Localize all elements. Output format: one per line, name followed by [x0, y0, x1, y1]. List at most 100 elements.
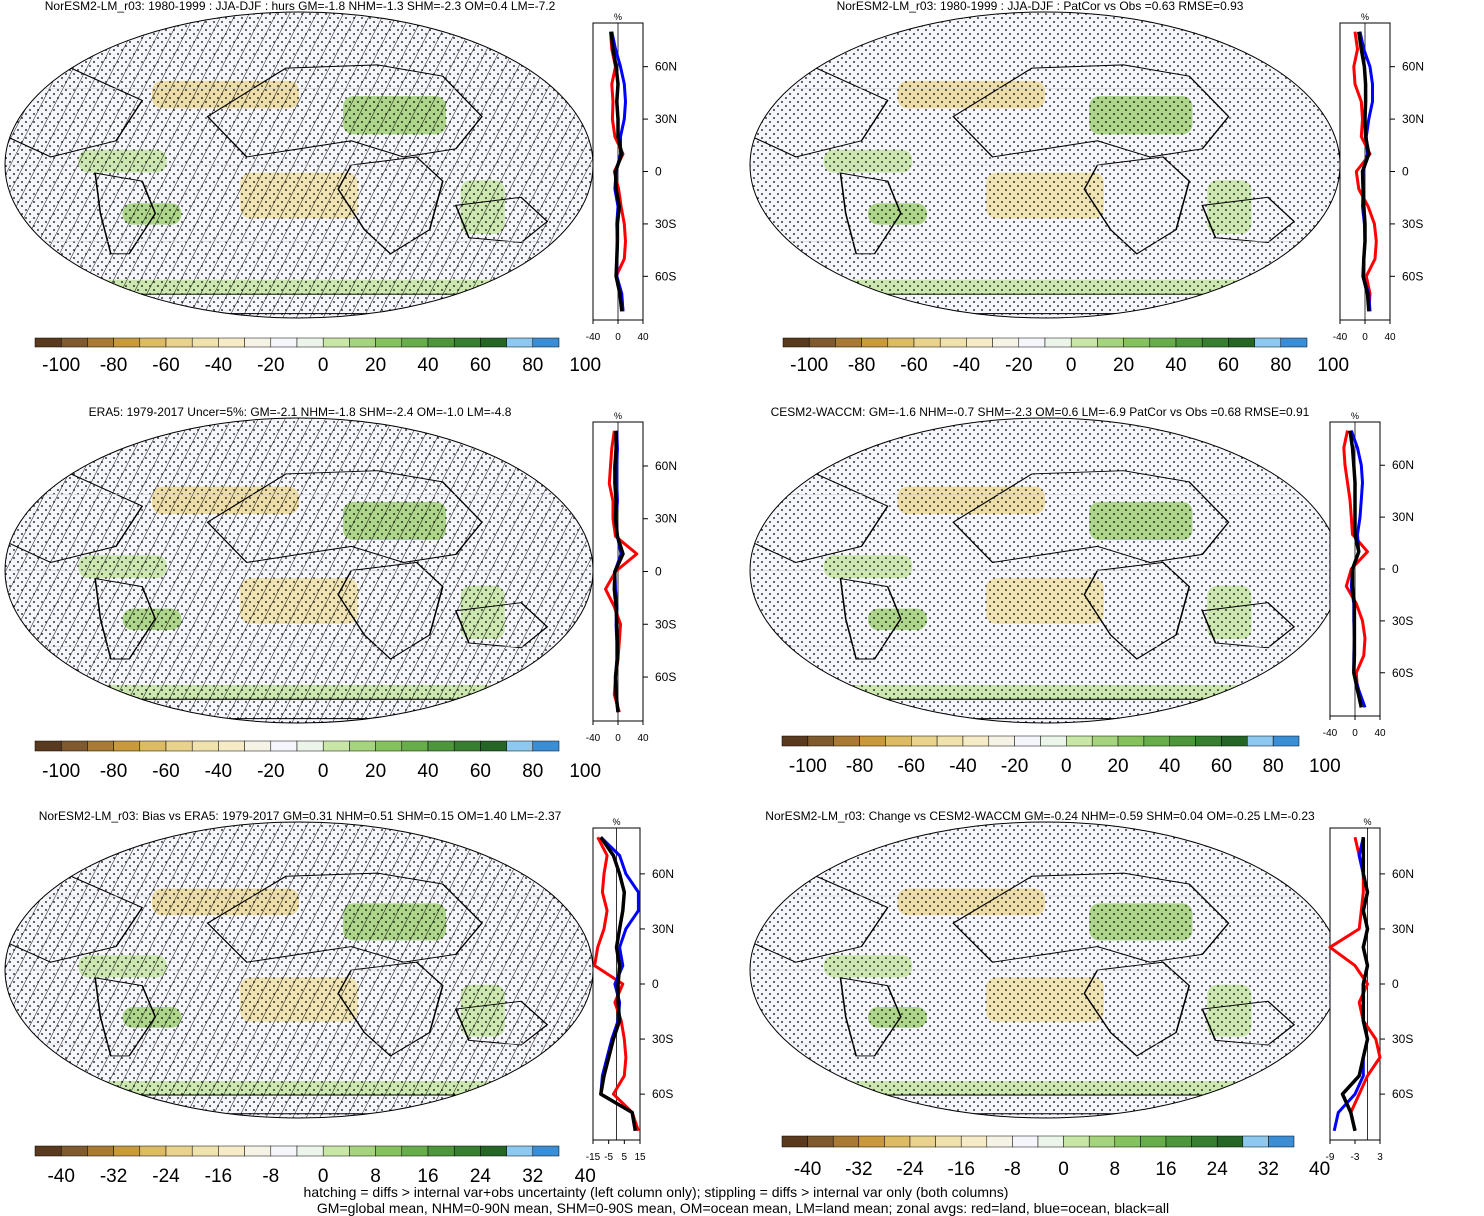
lat-tick-label: 60S: [1392, 666, 1413, 680]
zonal-mean-plot: % 60N 30N 0 30S 60S -9 -3 3: [1326, 817, 1414, 1163]
colorbar-swatch: [1228, 337, 1255, 348]
colorbar-label: -32: [100, 1166, 127, 1187]
lat-tick-label: 60S: [652, 1087, 673, 1101]
zonal-mean-plot: % 60N 30N 0 30S 60S -40 0 40: [586, 411, 677, 744]
zonal-mean-plot: % 60N 30N 0 30S 60S -40 0 40: [586, 12, 677, 343]
colorbar-swatch: [1242, 1135, 1269, 1148]
value-tick-label: 40: [1384, 332, 1396, 343]
lat-tick-label: 60S: [655, 670, 676, 684]
colorbar-swatch: [1191, 1135, 1218, 1148]
colorbar-swatch: [939, 337, 967, 348]
value-tick-label: -40: [586, 733, 601, 744]
colorbar-swatch: [401, 337, 429, 348]
colorbar-swatch: [913, 337, 941, 348]
world-map: [749, 417, 1341, 724]
colorbar-swatch: [1114, 1135, 1141, 1148]
panel-5: NorESM2-LM_r03: Bias vs ERA5: 1979-2017 …: [4, 809, 674, 1187]
colorbar-swatch: [191, 337, 219, 348]
lat-tick-label: 60N: [1392, 458, 1414, 472]
colorbar-swatch: [936, 735, 964, 747]
colorbar-label: 100: [1309, 756, 1341, 777]
colorbar-label: -40: [205, 761, 232, 782]
colorbar-swatch: [375, 337, 403, 348]
panel-4: CESM2-WACCM: GM=-1.6 NHM=-0.7 SHM=-2.3 O…: [749, 405, 1414, 777]
colorbar-swatch: [34, 740, 62, 752]
colorbar-swatch: [1140, 1135, 1167, 1148]
colorbar-swatch: [375, 1145, 403, 1157]
colorbar-label: -60: [900, 355, 927, 376]
colorbar: -100 -80 -60 -40 -20 0 20 40 60 80 100: [34, 337, 601, 376]
colorbar-swatch: [909, 1135, 936, 1148]
colorbar-label: -24: [152, 1166, 180, 1187]
colorbar-label: 80: [522, 355, 543, 376]
colorbar-swatch: [453, 337, 481, 348]
lat-tick-label: 30S: [1392, 1032, 1413, 1046]
colorbar-swatch: [296, 337, 324, 348]
colorbar-label: -80: [848, 355, 875, 376]
colorbar-label: -60: [898, 756, 925, 777]
colorbar-swatch: [1143, 735, 1171, 747]
value-tick-label: -40: [1333, 332, 1348, 343]
colorbar-label: 80: [522, 761, 543, 782]
colorbar-swatch: [453, 740, 481, 752]
colorbar-label: -100: [42, 761, 80, 782]
colorbar-swatch: [60, 1145, 88, 1157]
value-tick-label: 40: [637, 332, 649, 343]
colorbar-label: 80: [1270, 355, 1291, 376]
colorbar-label: -20: [1001, 756, 1028, 777]
colorbar-label: 40: [1165, 355, 1186, 376]
lat-tick-label: 0: [655, 565, 662, 579]
colorbar-label: 20: [1113, 355, 1134, 376]
colorbar-label: -20: [257, 355, 284, 376]
colorbar-swatch: [532, 1145, 560, 1157]
colorbar-label: -80: [100, 761, 127, 782]
colorbar-label: -80: [846, 756, 873, 777]
colorbar-label: 20: [1107, 756, 1128, 777]
panel-title: NorESM2-LM_r03: Change vs CESM2-WACCM GM…: [765, 809, 1315, 823]
lat-tick-label: 30S: [655, 617, 676, 631]
colorbar-swatch: [807, 735, 834, 747]
lat-tick-label: 30N: [1402, 112, 1424, 126]
value-tick-label: 40: [1374, 728, 1386, 739]
colorbar-swatch: [861, 337, 889, 348]
colorbar-label: 0: [1061, 756, 1072, 777]
colorbar-swatch: [427, 740, 455, 752]
colorbar-swatch: [349, 337, 376, 348]
colorbar-swatch: [1097, 337, 1124, 348]
colorbar-label: 20: [365, 761, 386, 782]
colorbar-label: 60: [1218, 355, 1239, 376]
colorbar-swatch: [992, 337, 1020, 348]
colorbar-swatch: [506, 337, 534, 348]
lat-tick-label: 60N: [652, 867, 674, 881]
unit-label: %: [612, 817, 620, 827]
lat-tick-label: 0: [1392, 977, 1399, 991]
colorbar-swatch: [887, 337, 915, 348]
lat-tick-label: 30S: [652, 1032, 673, 1046]
colorbar-label: -40: [47, 1166, 74, 1187]
colorbar-swatch: [1280, 337, 1308, 348]
colorbar-swatch: [139, 1145, 167, 1157]
colorbar-swatch: [1018, 337, 1046, 348]
zonal-frame: [1329, 827, 1381, 1141]
colorbar-swatch: [480, 337, 507, 348]
colorbar-swatch: [87, 337, 114, 348]
colorbar-label: 100: [569, 355, 601, 376]
colorbar-label: 60: [470, 761, 491, 782]
colorbar-swatch: [480, 740, 507, 752]
colorbar-swatch: [1117, 735, 1145, 747]
unit-label: %: [1351, 411, 1359, 421]
zonal-series-black: [1340, 837, 1370, 1132]
colorbar-label: -40: [205, 355, 232, 376]
colorbar-swatch: [859, 735, 886, 747]
colorbar-swatch: [782, 337, 810, 348]
lat-tick-label: 60S: [1402, 269, 1423, 283]
value-tick-label: 0: [615, 332, 621, 343]
colorbar-swatch: [532, 337, 560, 348]
colorbar-swatch: [60, 337, 88, 348]
colorbar-swatch: [322, 740, 350, 752]
lat-tick-label: 60S: [1392, 1087, 1413, 1101]
value-tick-label: 0: [615, 733, 621, 744]
colorbar-swatch: [113, 337, 141, 348]
colorbar-label: -60: [152, 355, 179, 376]
colorbar-swatch: [781, 735, 809, 747]
